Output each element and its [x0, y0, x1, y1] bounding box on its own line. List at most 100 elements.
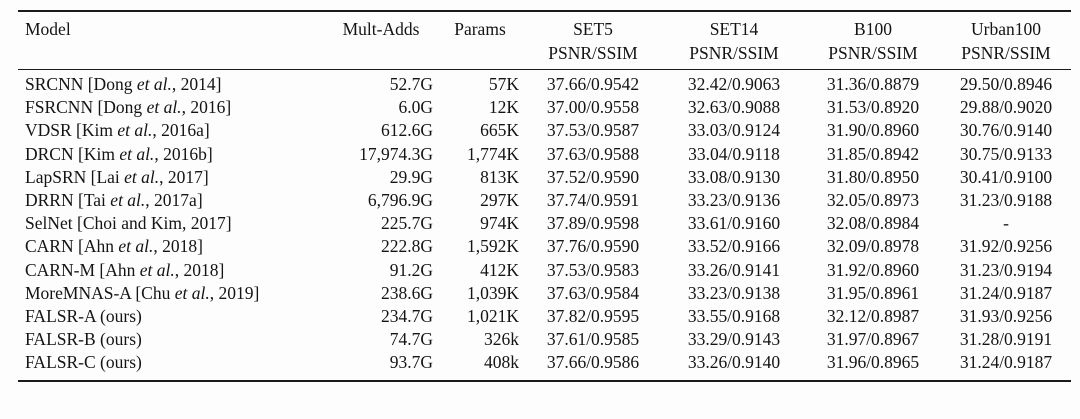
column-header-params: Params: [437, 11, 523, 70]
cell-set5: 37.00/0.9558: [546, 97, 640, 118]
cell-model: DRCN [Kim et al., 2016b]: [25, 143, 213, 164]
cell-set5: 37.82/0.9595: [546, 306, 640, 327]
column-sublabel: PSNR/SSIM: [828, 43, 918, 63]
cell-b100: 32.12/0.8987: [826, 306, 920, 327]
column-header-urban100: Urban100 PSNR/SSIM: [941, 11, 1071, 70]
cell-set14: 33.23/0.9138: [687, 282, 781, 303]
cell-urban100: 30.76/0.9140: [959, 120, 1053, 141]
table-row: DRRN [Tai et al., 2017a] 6,796.9G 297K 37.7…: [18, 189, 1071, 212]
cell-params: 1,021K: [466, 306, 519, 327]
cell-b100: 31.97/0.8967: [826, 329, 920, 350]
cell-model: CARN-M [Ahn et al., 2018]: [25, 259, 225, 280]
cell-model: FSRCNN [Dong et al., 2016]: [25, 97, 232, 118]
cell-params: 412K: [480, 259, 519, 280]
column-label: Urban100: [971, 19, 1041, 39]
cell-params: 974K: [480, 213, 519, 234]
cell-params: 813K: [480, 166, 519, 187]
cell-b100: 31.92/0.8960: [826, 259, 920, 280]
table-row: FALSR-B (ours) 74.7G 326k 37.61/0.9585 33.29…: [18, 328, 1071, 351]
cell-urban100: -: [1003, 213, 1009, 234]
table-row: CARN [Ahn et al., 2018] 222.8G 1,592K 37.76…: [18, 235, 1071, 258]
cell-mult_adds: 93.7G: [389, 352, 433, 373]
cell-b100: 32.09/0.8978: [826, 236, 920, 257]
cell-set14: 33.26/0.9140: [687, 352, 781, 373]
cell-model: FALSR-C (ours): [25, 352, 142, 373]
column-header-set14: SET14 PSNR/SSIM: [663, 11, 805, 70]
column-header-model: Model: [18, 11, 325, 70]
cell-set5: 37.89/0.9598: [546, 213, 640, 234]
cell-set5: 37.53/0.9583: [546, 259, 640, 280]
cell-urban100: 30.41/0.9100: [959, 166, 1053, 187]
cell-b100: 31.36/0.8879: [826, 74, 920, 94]
column-label: Mult-Adds: [342, 19, 420, 39]
cell-mult_adds: 234.7G: [380, 306, 433, 327]
cell-model: LapSRN [Lai et al., 2017]: [25, 166, 209, 187]
cell-b100: 31.90/0.8960: [826, 120, 920, 141]
cell-urban100: 30.75/0.9133: [959, 143, 1053, 164]
cell-urban100: 29.88/0.9020: [959, 97, 1053, 118]
cell-urban100: 31.28/0.9191: [959, 329, 1053, 350]
cell-mult_adds: 612.6G: [380, 120, 433, 141]
table-row: CARN-M [Ahn et al., 2018] 91.2G 412K 37.53/…: [18, 259, 1071, 282]
cell-set5: 37.63/0.9584: [546, 282, 640, 303]
cell-set14: 32.42/0.9063: [687, 74, 781, 94]
cell-set5: 37.76/0.9590: [546, 236, 640, 257]
cell-set14: 33.52/0.9166: [687, 236, 781, 257]
cell-set14: 32.63/0.9088: [687, 97, 781, 118]
cell-model: FALSR-A (ours): [25, 306, 142, 327]
column-sublabel: PSNR/SSIM: [548, 43, 638, 63]
cell-model: SelNet [Choi and Kim, 2017]: [25, 213, 232, 234]
cell-urban100: 29.50/0.8946: [959, 74, 1053, 94]
cell-mult_adds: 91.2G: [389, 259, 433, 280]
cell-set5: 37.52/0.9590: [546, 166, 640, 187]
cell-set14: 33.61/0.9160: [687, 213, 781, 234]
column-header-b100: B100 PSNR/SSIM: [805, 11, 941, 70]
column-label: Params: [454, 19, 506, 39]
cell-b100: 31.53/0.8920: [826, 97, 920, 118]
cell-model: CARN [Ahn et al., 2018]: [25, 236, 203, 257]
cell-b100: 32.08/0.8984: [826, 213, 920, 234]
column-label: Model: [25, 19, 71, 39]
cell-model: SRCNN [Dong et al., 2014]: [25, 74, 222, 94]
cell-params: 57K: [488, 74, 519, 94]
cell-set5: 37.63/0.9588: [546, 143, 640, 164]
cell-set14: 33.04/0.9118: [688, 143, 780, 164]
cell-b100: 31.96/0.8965: [826, 352, 920, 373]
column-header-set5: SET5 PSNR/SSIM: [523, 11, 663, 70]
cell-model: DRRN [Tai et al., 2017a]: [25, 190, 203, 211]
cell-set14: 33.29/0.9143: [687, 329, 781, 350]
cell-set5: 37.74/0.9591: [546, 190, 640, 211]
cell-params: 12K: [488, 97, 519, 118]
paper-table-region: Model Mult-Adds Params SET5 PSNR/SSIM SET14 PS…: [18, 10, 1071, 382]
cell-urban100: 31.92/0.9256: [959, 236, 1053, 257]
cell-urban100: 31.93/0.9256: [959, 306, 1053, 327]
cell-b100: 31.85/0.8942: [826, 143, 920, 164]
table-row: SRCNN [Dong et al., 2014] 52.7G 57K 37.66/0…: [18, 70, 1071, 97]
table-body: SRCNN [Dong et al., 2014] 52.7G 57K 37.66/0…: [18, 70, 1071, 381]
cell-mult_adds: 6,796.9G: [367, 190, 433, 211]
cell-mult_adds: 17,974.3G: [359, 143, 433, 164]
table-row: MoreMNAS-A [Chu et al., 2019] 238.6G 1,039…: [18, 282, 1071, 305]
cell-set14: 33.55/0.9168: [687, 306, 781, 327]
cell-params: 665K: [480, 120, 519, 141]
cell-params: 1,774K: [466, 143, 519, 164]
column-sublabel: PSNR/SSIM: [961, 43, 1051, 63]
cell-params: 1,039K: [466, 282, 519, 303]
column-label: SET5: [573, 19, 613, 39]
results-table: Model Mult-Adds Params SET5 PSNR/SSIM SET14 PS…: [18, 10, 1071, 382]
cell-set14: 33.26/0.9141: [687, 259, 781, 280]
cell-urban100: 31.24/0.9187: [959, 282, 1053, 303]
table-row: FSRCNN [Dong et al., 2016] 6.0G 12K 37.00/0…: [18, 96, 1071, 119]
cell-mult_adds: 222.8G: [380, 236, 433, 257]
cell-set14: 33.03/0.9124: [687, 120, 781, 141]
column-sublabel: PSNR/SSIM: [689, 43, 779, 63]
cell-urban100: 31.23/0.9194: [959, 259, 1053, 280]
cell-params: 297K: [480, 190, 519, 211]
column-header-mult_adds: Mult-Adds: [325, 11, 437, 70]
cell-mult_adds: 74.7G: [389, 329, 433, 350]
cell-mult_adds: 225.7G: [380, 213, 433, 234]
cell-mult_adds: 238.6G: [380, 282, 433, 303]
column-label: SET14: [709, 19, 759, 39]
cell-b100: 31.80/0.8950: [826, 166, 920, 187]
cell-urban100: 31.24/0.9187: [959, 352, 1053, 373]
